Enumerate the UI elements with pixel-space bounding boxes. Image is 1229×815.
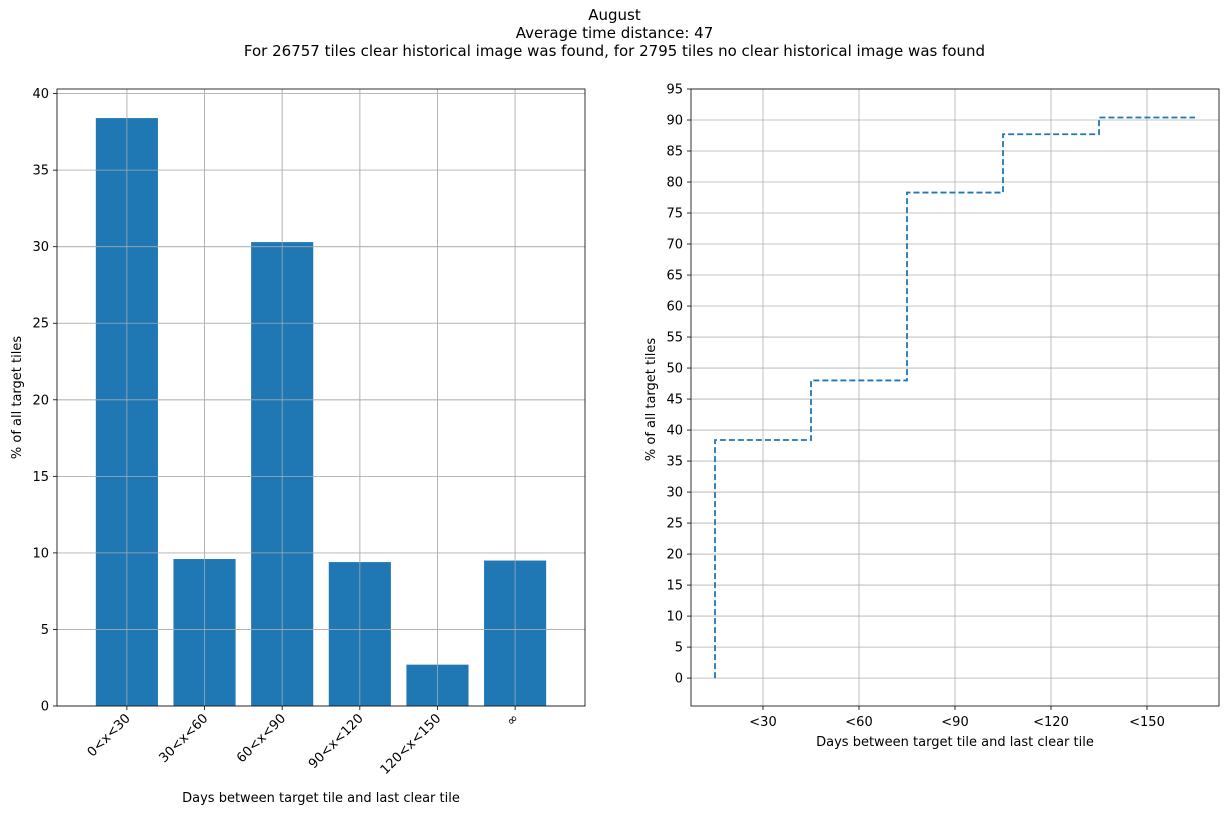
x-tick-label: 60<x<90 xyxy=(234,711,289,766)
y-tick-label: 15 xyxy=(666,579,683,594)
y-axis-label: % of all target tiles xyxy=(644,338,659,461)
y-tick-label: 75 xyxy=(666,207,683,222)
figure-title: August Average time distance: 47 For 267… xyxy=(0,6,1229,60)
y-tick-label: 25 xyxy=(32,317,49,332)
y-tick-label: 45 xyxy=(666,393,683,408)
y-tick-label: 90 xyxy=(666,114,683,129)
y-tick-label: 10 xyxy=(32,546,49,561)
y-tick-label: 65 xyxy=(666,269,683,284)
x-tick-label: <120 xyxy=(1033,715,1069,730)
x-tick-label: 0<x<30 xyxy=(85,711,134,760)
y-tick-label: 20 xyxy=(666,548,683,563)
x-tick-label: <150 xyxy=(1129,715,1165,730)
title-line-average: Average time distance: 47 xyxy=(515,24,714,42)
y-tick-label: 70 xyxy=(666,238,683,253)
x-tick-label: <90 xyxy=(941,715,968,730)
y-tick-label: 35 xyxy=(32,164,49,179)
plot-frame xyxy=(56,88,586,707)
y-tick-label: 80 xyxy=(666,176,683,191)
histogram-chart: 0 5 10 15 20 25 30 35 40 0<x<30 30<x<60 60<x<90 90<x… xyxy=(10,87,586,806)
x-tick-label: 90<x<120 xyxy=(306,711,367,772)
y-axis-label: % of all target tiles xyxy=(10,336,25,459)
plot-frame xyxy=(690,88,1220,707)
y-tick-label: 0 xyxy=(675,672,683,687)
x-tick-label: ∞ xyxy=(504,711,522,729)
y-tick-label: 40 xyxy=(666,424,683,439)
x-axis-label: Days between target tile and last clear … xyxy=(182,791,460,806)
y-tick-label: 60 xyxy=(666,300,683,315)
x-tick-label: 30<x<60 xyxy=(157,711,212,766)
cumulative-step-line xyxy=(714,116,1195,679)
y-tick-label: 30 xyxy=(32,240,49,255)
y-tick-label: 25 xyxy=(666,517,683,532)
x-axis-label: Days between target tile and last clear … xyxy=(816,735,1094,750)
y-tick-label: 15 xyxy=(32,470,49,485)
y-tick-label: 35 xyxy=(666,455,683,470)
y-tick-label: 85 xyxy=(666,145,683,160)
x-tick-label: <30 xyxy=(749,715,776,730)
y-tick-label: 55 xyxy=(666,331,683,346)
y-tick-label: 0 xyxy=(41,700,49,715)
x-tick-label: 120<x<150 xyxy=(378,711,445,778)
x-tick-label: <60 xyxy=(845,715,872,730)
y-tick-label: 30 xyxy=(666,486,683,501)
y-tick-label: 10 xyxy=(666,610,683,625)
title-line-month: August xyxy=(588,6,641,24)
y-tick-label: 5 xyxy=(41,623,49,638)
y-tick-label: 5 xyxy=(675,641,683,656)
cumulative-step-chart: 0 5 10 15 20 25 30 35 40 45 50 55 60 65 70 75 80 85 90 95 <3… xyxy=(644,83,1220,750)
y-tick-label: 40 xyxy=(32,87,49,102)
y-tick-label: 20 xyxy=(32,393,49,408)
y-tick-label: 50 xyxy=(666,362,683,377)
y-tick-label: 95 xyxy=(666,83,683,98)
title-line-counts: For 26757 tiles clear historical image w… xyxy=(243,42,986,60)
